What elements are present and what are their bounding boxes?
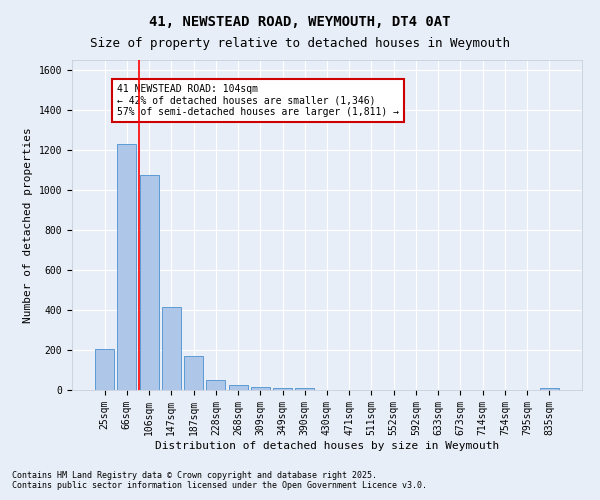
- Bar: [162, 307, 181, 390]
- Bar: [251, 387, 270, 390]
- Bar: [140, 175, 158, 390]
- Text: Contains HM Land Registry data © Crown copyright and database right 2025.
Contai: Contains HM Land Registry data © Crown c…: [12, 470, 427, 490]
- Text: 41, NEWSTEAD ROAD, WEYMOUTH, DT4 0AT: 41, NEWSTEAD ROAD, WEYMOUTH, DT4 0AT: [149, 15, 451, 29]
- Bar: [273, 388, 292, 390]
- Bar: [206, 380, 225, 390]
- Bar: [229, 384, 248, 390]
- Text: 41 NEWSTEAD ROAD: 104sqm
← 42% of detached houses are smaller (1,346)
57% of sem: 41 NEWSTEAD ROAD: 104sqm ← 42% of detach…: [117, 84, 399, 117]
- Bar: [95, 349, 114, 390]
- Bar: [295, 388, 314, 390]
- Bar: [118, 144, 136, 390]
- Bar: [184, 356, 203, 390]
- Y-axis label: Number of detached properties: Number of detached properties: [23, 127, 33, 323]
- Bar: [540, 388, 559, 390]
- Text: Size of property relative to detached houses in Weymouth: Size of property relative to detached ho…: [90, 38, 510, 51]
- X-axis label: Distribution of detached houses by size in Weymouth: Distribution of detached houses by size …: [155, 440, 499, 450]
